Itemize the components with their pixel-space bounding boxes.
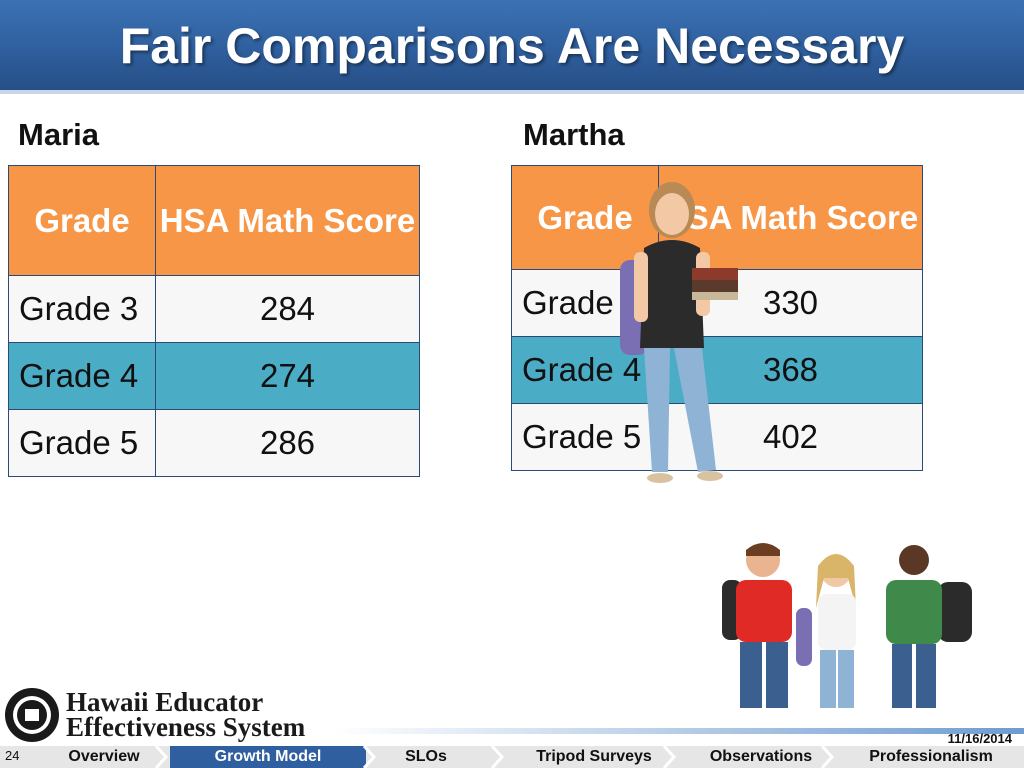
logo-line-2: Effectiveness System [66,712,306,742]
chevron-right-icon [662,746,676,768]
nav-growth-model[interactable]: Growth Model [170,746,366,768]
nav-slos[interactable]: SLOs [405,748,447,765]
chevron-right-icon [154,746,168,768]
student-girl-image [620,182,738,483]
maria-score-table: Grade HSA Math Score Grade 3 284 Grade 4… [8,165,420,477]
students-group-image [722,543,972,708]
grade-cell: Grade 3 [8,275,156,343]
grade-cell: Grade 5 [511,403,659,471]
chevron-right-icon [362,746,376,768]
slide-title: Fair Comparisons Are Necessary [119,18,905,74]
nav-tripod-surveys[interactable]: Tripod Surveys [536,748,652,765]
student-name-martha: Martha [523,117,625,152]
grade-cell: Grade 4 [8,342,156,410]
nav-observations[interactable]: Observations [709,748,813,765]
chevron-right-icon [490,746,504,768]
score-cell: 274 [155,342,420,410]
student-name-maria: Maria [18,117,99,152]
nav-overview[interactable]: Overview [68,748,140,765]
table-row: Grade 4 274 [8,342,420,410]
slide-date: 11/16/2014 [947,731,1012,746]
header-grade: Grade [511,165,659,270]
department-seal-logo [5,688,59,742]
grade-cell: Grade 5 [8,409,156,477]
nav-professionalism[interactable]: Professionalism [869,748,993,765]
slide-number: 24 [5,748,20,763]
chevron-right-icon [820,746,834,768]
logo-line-1: Hawaii Educator [66,687,264,717]
footer-divider [332,728,1024,734]
hawaii-educator-logo-text: Hawaii Educator Effectiveness System [66,687,306,742]
table-row: Grade 3 284 [8,275,420,343]
table-row: Grade 5 286 [8,409,420,477]
score-cell: 286 [155,409,420,477]
score-cell: 402 [658,403,923,471]
table-row: Grade 5 402 [511,403,923,471]
header-hsa-math-score: HSA Math Score [155,165,420,276]
score-cell: 284 [155,275,420,343]
header-grade: Grade [8,165,156,276]
title-bar [0,0,1024,94]
